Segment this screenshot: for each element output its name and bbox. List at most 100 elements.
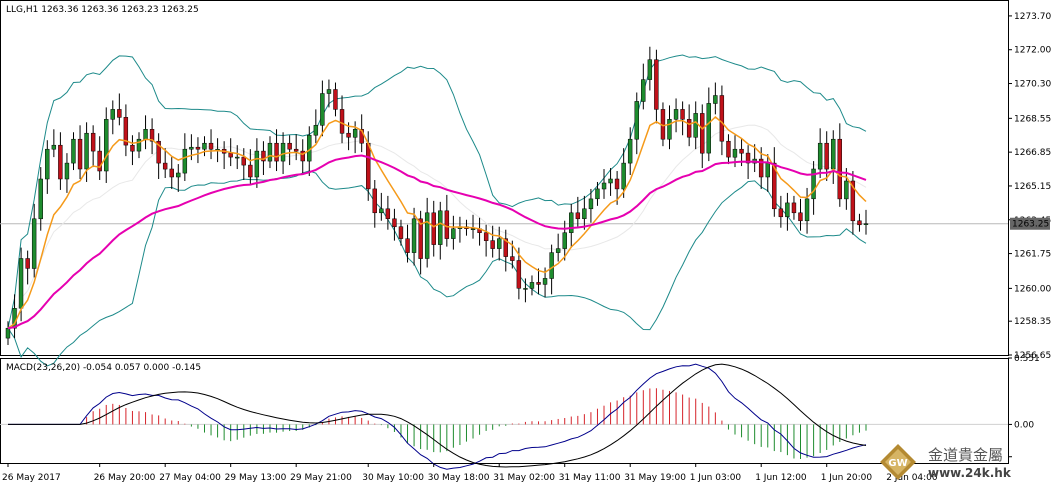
candle-body: [700, 113, 705, 154]
candle-body: [614, 178, 620, 190]
candle-body: [706, 103, 711, 154]
candle-body: [575, 212, 581, 220]
y-axis-tick-label: 1268.55: [1014, 114, 1051, 124]
candle-body: [673, 109, 679, 120]
candle-body: [765, 162, 770, 178]
bollinger-mid: [7, 124, 867, 329]
chart-header: LLG,H1 1263.36 1263.36 1263.23 1263.25: [6, 5, 199, 15]
candle-body: [261, 150, 266, 162]
y-axis-tick-label: 1273.70: [1014, 12, 1051, 22]
candle-body: [97, 150, 102, 172]
y-axis-tick-label: 1266.85: [1014, 148, 1051, 158]
x-axis-tick-label: 30 May 10:00: [362, 473, 424, 483]
candle-body: [117, 109, 122, 118]
x-axis-tick-label: 31 May 02:00: [493, 473, 555, 483]
x-axis-tick-label: 1 Jun 03:00: [690, 473, 742, 483]
candle-body: [758, 158, 764, 178]
candle-body: [601, 182, 607, 190]
candle-body: [667, 119, 672, 140]
candle-body: [51, 144, 57, 150]
candle-body: [346, 132, 351, 138]
candle-body: [510, 256, 515, 261]
candle-body: [634, 101, 639, 140]
watermark: GW 金道貴金屬 www.24k.hk: [880, 444, 1012, 480]
candle-body: [300, 150, 305, 162]
macd-line: [8, 363, 867, 470]
candle-body: [863, 223, 869, 225]
candle-body: [438, 210, 443, 245]
candle-body: [228, 152, 233, 158]
candle-body: [77, 138, 83, 170]
x-axis-tick-label: 26 May 2017: [2, 473, 61, 483]
candle-body: [824, 142, 829, 170]
price-layer: [0, 46, 1008, 367]
y-axis-tick-label: 1261.75: [1014, 250, 1051, 260]
candle-body: [857, 220, 862, 226]
candle-body: [542, 278, 548, 285]
x-axis-tick-label: 30 May 18:00: [428, 473, 490, 483]
candle-body: [280, 142, 286, 162]
candle-body: [287, 142, 292, 150]
candle-body: [254, 150, 260, 178]
y-axis-tick-label: 1272.00: [1014, 46, 1051, 56]
candle-body: [241, 156, 246, 166]
y-axis-tick-label: 1256.65: [1014, 351, 1051, 361]
candle-body: [392, 218, 397, 228]
bollinger-lower: [7, 170, 867, 367]
candle-body: [490, 240, 495, 249]
candle-body: [654, 59, 659, 110]
y-axis-tick-label: 1265.15: [1014, 182, 1051, 192]
watermark-logo-icon: GW: [880, 444, 916, 480]
candle-body: [686, 119, 692, 138]
candle-body: [176, 172, 181, 178]
main-panel-frame: [0, 0, 1009, 356]
candle-body: [451, 228, 456, 239]
candle-body: [732, 148, 738, 158]
candle-body: [71, 138, 76, 164]
x-axis-tick-label: 2 Jun 04:00: [886, 473, 938, 483]
candle-body: [64, 162, 70, 180]
candle-body: [84, 132, 89, 170]
candle-body: [569, 212, 574, 233]
candle-body: [25, 258, 30, 269]
candle-body: [595, 188, 600, 200]
x-axis-tick-label: 29 May 13:00: [225, 473, 287, 483]
candle-body: [693, 113, 698, 138]
candle-body: [804, 198, 810, 222]
candle-body: [411, 218, 417, 253]
candle-body: [831, 138, 836, 170]
current-price-label: 1263.25: [1012, 220, 1049, 230]
macd-y-axis-tick-label: 0.551: [1014, 354, 1040, 364]
candle-body: [379, 208, 384, 214]
x-axis-tick-label: 1 Jun 12:00: [755, 473, 807, 483]
candle-body: [536, 282, 541, 285]
candle-body: [110, 109, 115, 120]
x-axis-tick-label: 1 Jun 20:00: [821, 473, 873, 483]
candle-body: [745, 152, 751, 164]
candle-body: [516, 260, 522, 289]
candle-body: [385, 208, 391, 219]
candle-body: [497, 238, 502, 249]
candle-body: [529, 282, 535, 289]
candle-body: [130, 144, 135, 152]
candle-body: [320, 93, 325, 126]
candle-body: [149, 129, 155, 142]
candle-body: [647, 59, 653, 80]
candle-body: [555, 248, 561, 253]
candle-body: [785, 202, 790, 218]
candle-body: [90, 132, 96, 152]
macd-label: MACD(23,26,20) -0.054 0.057 0.000 -0.145: [6, 363, 201, 373]
candle-body: [293, 148, 299, 152]
y-axis-tick-label: 1258.35: [1014, 317, 1051, 327]
candle-body: [424, 212, 430, 259]
candle-body: [503, 238, 508, 257]
ema-slow-line: [7, 154, 867, 330]
x-axis-tick-label: 31 May 19:00: [624, 473, 686, 483]
candle-body: [136, 138, 142, 152]
candle-body: [169, 168, 174, 178]
candle-body: [641, 79, 646, 102]
candle-body: [483, 232, 489, 241]
candle-body: [798, 212, 803, 222]
candle-body: [366, 142, 371, 190]
candle-body: [844, 180, 849, 200]
